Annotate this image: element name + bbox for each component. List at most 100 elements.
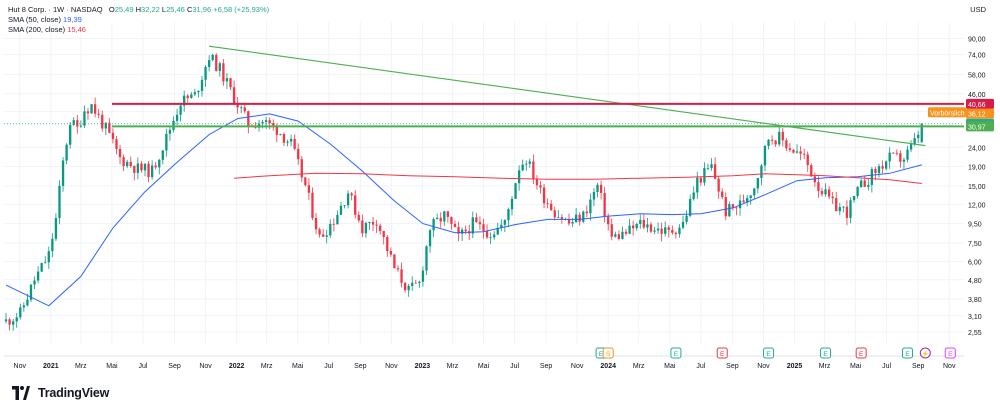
candle-body (339, 205, 343, 215)
candle-body (126, 161, 129, 167)
candle-body (386, 236, 389, 252)
candle-body (656, 228, 660, 231)
legend-high-value: 32,22 (141, 5, 160, 14)
x-tick-label: Sep (168, 363, 181, 370)
candle-body (396, 268, 400, 270)
event-marker[interactable] (602, 347, 614, 359)
candle-body (346, 193, 350, 206)
candle-body (628, 225, 631, 234)
candle-body (411, 282, 414, 286)
legend-high-key: H (135, 5, 142, 14)
price-tag (966, 108, 994, 119)
candle-body (183, 95, 186, 106)
candle-body (261, 121, 264, 124)
candle-body (631, 225, 635, 229)
candle-body (856, 187, 859, 197)
candle-body (688, 199, 692, 216)
candle-body (624, 231, 628, 234)
candle-body (439, 217, 442, 222)
event-marker[interactable] (919, 347, 931, 359)
x-tick-label: Nov (385, 363, 398, 370)
tradingview-wordmark: TradingView (38, 386, 110, 400)
event-marker[interactable] (855, 347, 867, 359)
x-tick-label: Sep (354, 363, 367, 370)
candle-body (881, 166, 884, 169)
x-tick-label: Mai (106, 363, 118, 370)
candle-body (26, 299, 29, 306)
candle-body (599, 184, 603, 193)
candle-body (835, 198, 838, 212)
event-marker[interactable] (901, 347, 913, 359)
event-marker[interactable] (944, 347, 956, 359)
candle-body (746, 198, 749, 203)
candle-body (710, 164, 713, 169)
event-marker[interactable] (820, 347, 832, 359)
candle-body (471, 217, 474, 234)
event-marker[interactable] (716, 347, 728, 359)
x-tick-label: 2023 (415, 363, 431, 370)
candle-body (542, 187, 546, 204)
legend-sma50-row[interactable]: SMA (50, close) 19,39 (8, 15, 269, 25)
candle-body (90, 104, 93, 114)
currency-label: USD (970, 5, 986, 14)
candle-body (525, 163, 528, 165)
candle-body (197, 90, 200, 93)
candle-body (703, 168, 706, 183)
legend-sma200-row[interactable]: SMA (200, close) 15,46 (8, 25, 269, 35)
x-tick-label: 2022 (229, 363, 245, 370)
candle-body (325, 235, 328, 237)
price-tag-label: Vorbörslich (930, 110, 965, 117)
candle-body (571, 222, 574, 224)
candle-body (329, 223, 332, 236)
candle-body (379, 225, 382, 231)
candle-body (115, 139, 118, 149)
candle-body (243, 107, 246, 112)
candle-body (293, 138, 296, 149)
candle-body (218, 63, 221, 71)
event-marker[interactable] (763, 347, 775, 359)
candle-body (664, 227, 667, 234)
candle-body (517, 170, 521, 184)
candle-body (168, 129, 172, 134)
candle-body (143, 163, 147, 171)
candle-body (899, 153, 902, 162)
candle-body (29, 284, 33, 300)
candle-body (535, 179, 539, 186)
x-tick-label: 2024 (600, 363, 616, 370)
price-tag-label: 30,97 (968, 124, 986, 131)
candle-body (860, 180, 863, 188)
candle-body (47, 251, 50, 263)
candle-body (742, 200, 745, 203)
candle-body (774, 140, 777, 145)
candle-body (282, 133, 286, 143)
candle-body (870, 168, 874, 185)
candle-body (489, 237, 492, 239)
candle-body (585, 211, 588, 214)
x-tick-label: Mrz (633, 363, 645, 370)
candle-body (357, 214, 360, 221)
candle-body (560, 217, 564, 220)
candle-body (140, 163, 143, 171)
candle-body (892, 152, 895, 154)
event-marker-label: E (859, 351, 864, 358)
candle-body (204, 66, 207, 80)
candle-body (79, 125, 83, 127)
candle-body (607, 216, 610, 225)
candle-body (22, 305, 26, 308)
candle-body (681, 221, 685, 228)
candle-body (175, 114, 179, 121)
candle-body (592, 191, 596, 200)
candle-body (610, 224, 613, 237)
candle-body (496, 227, 499, 235)
candle-body (785, 140, 788, 149)
event-marker[interactable] (670, 347, 682, 359)
candle-body (706, 168, 710, 169)
candle-body (685, 215, 688, 222)
event-marker-label: E (674, 351, 679, 358)
candle-body (852, 196, 856, 201)
candle-body (649, 224, 653, 232)
legend-low-key: L (161, 5, 167, 14)
tradingview-logo[interactable]: TradingView (8, 386, 109, 400)
candle-body (621, 231, 624, 239)
